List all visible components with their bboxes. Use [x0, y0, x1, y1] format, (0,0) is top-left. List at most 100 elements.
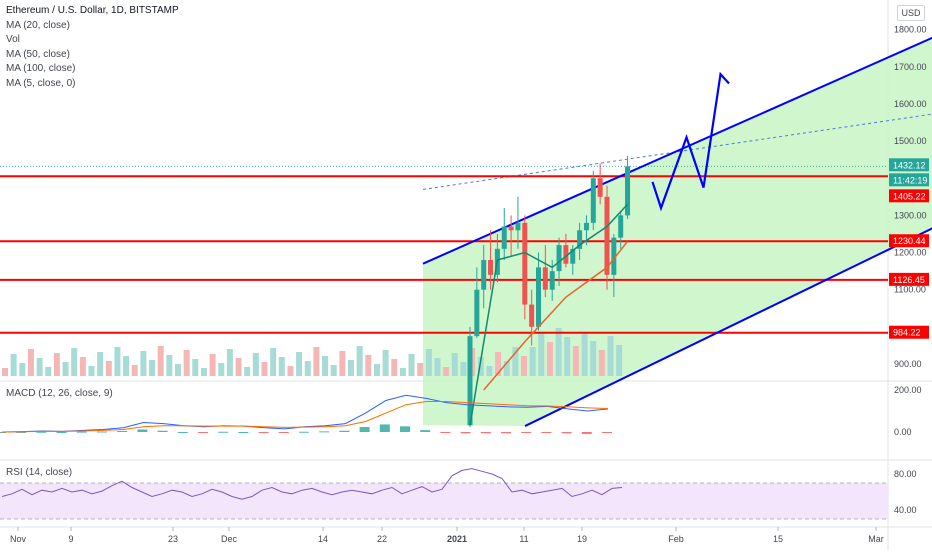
channel-midline	[422, 113, 932, 190]
channel-lower-line	[524, 227, 932, 427]
volume-bar	[226, 349, 233, 376]
volume-bar	[88, 366, 95, 376]
price-label-text: 1126.45	[893, 275, 925, 285]
volume-bar	[19, 363, 26, 376]
candle-body	[563, 245, 569, 264]
x-tick-label: 11	[519, 534, 528, 544]
legend-ma20: MA (20, close)	[6, 19, 70, 31]
legend-ma5: MA (5, close, 0)	[6, 77, 76, 89]
volume-bar	[425, 349, 432, 376]
macd-histogram-bar	[157, 430, 168, 432]
volume-bar	[36, 358, 43, 376]
candle-body	[488, 259, 494, 275]
volume-bar	[97, 352, 104, 376]
x-tick-label: Mar	[868, 534, 884, 544]
candle-body	[549, 271, 555, 290]
x-tick-label: 9	[68, 534, 73, 544]
x-tick-label: 2021	[447, 534, 467, 544]
volume-bar	[572, 346, 579, 376]
candle-body	[618, 215, 624, 238]
candle-body	[597, 178, 603, 197]
candle-body	[522, 222, 528, 305]
candle-body	[570, 248, 576, 264]
price-label-box	[889, 272, 929, 286]
ma50-line	[483, 240, 629, 391]
macd-histogram-bar	[97, 431, 107, 433]
price-tick-label: 900.00	[894, 359, 922, 369]
legend-vol: Vol	[6, 34, 20, 45]
x-tick-label: Dec	[221, 534, 238, 544]
volume-bar	[10, 354, 17, 376]
volume-bar	[356, 346, 363, 376]
volume-bar	[45, 367, 52, 376]
rsi-line	[1, 468, 623, 500]
chart-legend: Ethereum / U.S. Dollar, 1D, BITSTAMP MA …	[6, 4, 179, 91]
candle-body	[508, 226, 514, 231]
macd-histogram-bar	[117, 430, 128, 432]
price-label-box	[889, 325, 929, 339]
rsi-tick-label: 80.00	[894, 469, 917, 479]
candle-body	[501, 226, 507, 249]
volume-bar	[399, 368, 406, 376]
volume-bar	[408, 354, 415, 376]
macd-histogram-bar	[299, 431, 309, 433]
volume-bar	[365, 355, 372, 376]
macd-histogram-bar	[319, 431, 330, 433]
price-label-box	[889, 158, 929, 172]
x-tick-label: Nov	[10, 534, 27, 544]
macd-histogram-bar	[238, 432, 249, 433]
price-tick-label: 1700.00	[894, 62, 927, 72]
volume-bar	[451, 353, 458, 376]
volume-bar	[503, 361, 510, 376]
volume-bar	[434, 358, 441, 376]
price-label-text: 1405.22	[893, 191, 926, 201]
volume-bar	[313, 347, 320, 376]
volume-bar	[175, 364, 181, 376]
macd-tick-label: 0.00	[894, 427, 912, 437]
volume-bar	[79, 357, 86, 376]
price-label-box	[889, 189, 929, 203]
price-tick-label: 1800.00	[894, 25, 927, 35]
x-tick-label: 23	[168, 534, 178, 544]
volume-bar	[123, 356, 130, 376]
volume-bar	[460, 362, 467, 376]
projection-arrow	[651, 71, 730, 212]
volume-bar	[598, 350, 605, 376]
macd-histogram-bar	[501, 432, 511, 434]
volume-bar	[590, 341, 597, 376]
volume-bar	[149, 360, 156, 376]
price-tick-label: 1500.00	[894, 136, 927, 146]
macd-histogram-bar	[0, 432, 6, 433]
x-tick-label: 15	[773, 534, 783, 544]
macd-histogram-bar	[460, 432, 471, 434]
currency-badge[interactable]: USD	[897, 5, 925, 21]
volume-bar	[183, 350, 190, 376]
price-tick-label: 1600.00	[894, 99, 927, 109]
volume-bar	[140, 351, 147, 376]
macd-histogram-bar	[379, 424, 390, 432]
volume-bar	[616, 345, 623, 376]
volume-bar	[339, 351, 346, 376]
macd-legend: MACD (12, 26, close, 9)	[6, 388, 113, 399]
macd-histogram-bar	[177, 432, 188, 433]
candle-body	[556, 245, 562, 272]
volume-bar	[546, 342, 553, 376]
volume-bar	[278, 357, 285, 376]
candle-body	[577, 230, 583, 249]
volume-bar	[529, 347, 536, 376]
volume-bar	[200, 368, 207, 376]
candle-body	[481, 259, 487, 290]
candle-body	[604, 196, 610, 275]
volume-bar	[538, 333, 545, 376]
candle-body	[536, 267, 541, 327]
macd-histogram-bar	[76, 431, 87, 433]
volume-bar	[71, 348, 78, 376]
x-tick-label: 19	[577, 534, 587, 544]
volume-bar	[373, 364, 380, 376]
price-label-text: 1230.44	[893, 236, 926, 246]
volume-bar	[443, 367, 450, 376]
rsi-band	[0, 483, 888, 519]
macd-histogram-bar	[278, 432, 289, 433]
